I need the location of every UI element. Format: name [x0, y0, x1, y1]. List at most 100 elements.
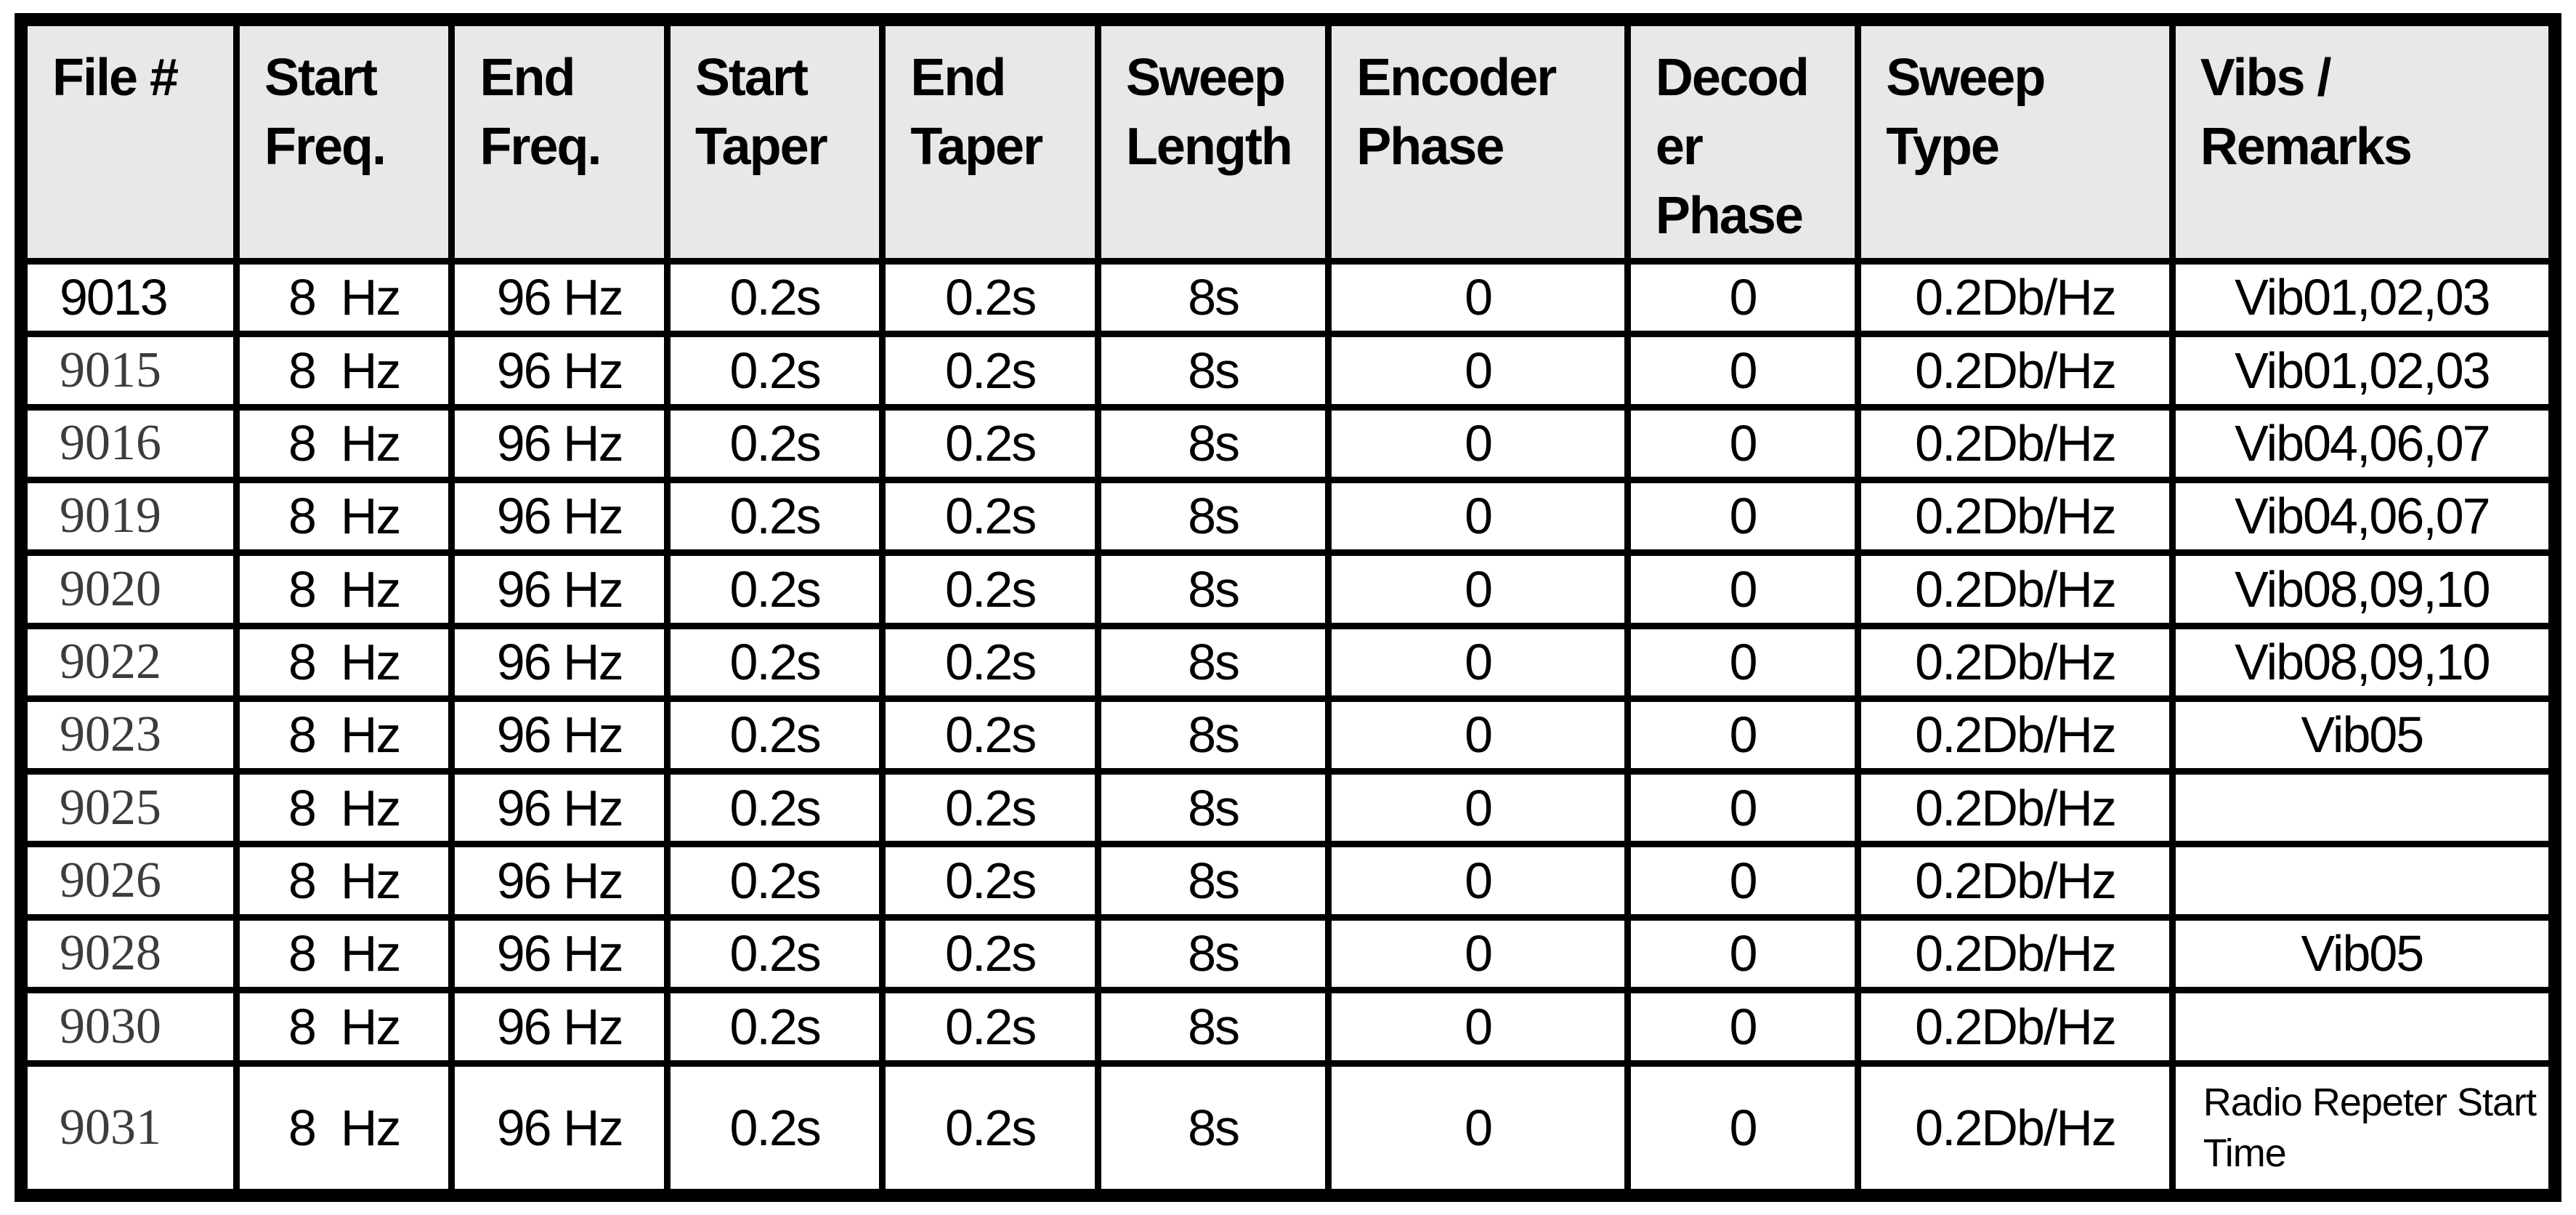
col-header-end-taper: End Taper [879, 16, 1101, 265]
cell-encoder-phase: 0 [1325, 476, 1631, 557]
cell-decoder-phase: 0 [1624, 695, 1862, 775]
cell-remarks: Vib08,09,10 [2168, 549, 2559, 629]
cell-sweep-length: 8s [1094, 841, 1332, 921]
cell-decoder-phase: 0 [1624, 549, 1862, 629]
cell-sweep-length: 8s [1094, 403, 1332, 483]
cell-start-freq: 8 Hz [232, 476, 455, 557]
table-row: 9025 8 Hz 96 Hz 0.2s 0.2s 8s 0 0 0.2Db/Hz [17, 768, 2559, 848]
table-header: File # Start Freq. End Freq. Start Taper… [17, 16, 2559, 265]
cell-start-taper: 0.2s [663, 622, 886, 702]
cell-remarks: Radio Repeter Start Time [2168, 1059, 2559, 1199]
cell-end-freq: 96 Hz [448, 913, 671, 994]
cell-end-freq: 96 Hz [448, 695, 671, 775]
col-header-end-freq: End Freq. [448, 16, 671, 265]
cell-decoder-phase: 0 [1624, 841, 1862, 921]
cell-encoder-phase: 0 [1325, 622, 1631, 702]
cell-sweep-length: 8s [1094, 622, 1332, 702]
cell-encoder-phase: 0 [1325, 841, 1631, 921]
cell-end-taper: 0.2s [879, 476, 1101, 557]
cell-file: 9030 [17, 987, 240, 1067]
cell-start-freq: 8 Hz [232, 841, 455, 921]
col-header-start-taper: Start Taper [663, 16, 886, 265]
cell-start-freq: 8 Hz [232, 258, 455, 338]
cell-start-taper: 0.2s [663, 258, 886, 338]
cell-start-taper: 0.2s [663, 913, 886, 994]
cell-end-taper: 0.2s [879, 258, 1101, 338]
cell-encoder-phase: 0 [1325, 695, 1631, 775]
cell-start-taper: 0.2s [663, 476, 886, 557]
cell-start-taper: 0.2s [663, 768, 886, 848]
cell-file: 9025 [17, 768, 240, 848]
col-header-vibs-remarks: Vibs / Remarks [2168, 16, 2559, 265]
cell-end-freq: 96 Hz [448, 549, 671, 629]
table-body: 9013 8 Hz 96 Hz 0.2s 0.2s 8s 0 0 0.2Db/Hz Vib01,0… [17, 258, 2559, 1199]
table-row: 9028 8 Hz 96 Hz 0.2s 0.2s 8s 0 0 0.2Db/Hz Vib05 [17, 913, 2559, 994]
col-header-start-freq: Start Freq. [232, 16, 455, 265]
cell-sweep-type: 0.2Db/Hz [1855, 695, 2176, 775]
cell-encoder-phase: 0 [1325, 768, 1631, 848]
table-row: 9020 8 Hz 96 Hz 0.2s 0.2s 8s 0 0 0.2Db/Hz Vib08,0… [17, 549, 2559, 629]
cell-remarks [2168, 768, 2559, 848]
cell-remarks: Vib05 [2168, 913, 2559, 994]
cell-sweep-length: 8s [1094, 331, 1332, 411]
cell-end-freq: 96 Hz [448, 1059, 671, 1199]
cell-end-taper: 0.2s [879, 622, 1101, 702]
cell-start-taper: 0.2s [663, 1059, 886, 1199]
table-row: 9026 8 Hz 96 Hz 0.2s 0.2s 8s 0 0 0.2Db/Hz [17, 841, 2559, 921]
cell-start-taper: 0.2s [663, 549, 886, 629]
cell-end-freq: 96 Hz [448, 768, 671, 848]
cell-end-taper: 0.2s [879, 987, 1101, 1067]
table-row: 9031 8 Hz 96 Hz 0.2s 0.2s 8s 0 0 0.2Db/Hz Radio R… [17, 1059, 2559, 1199]
cell-remarks [2168, 987, 2559, 1067]
cell-start-freq: 8 Hz [232, 331, 455, 411]
cell-start-taper: 0.2s [663, 841, 886, 921]
cell-sweep-length: 8s [1094, 258, 1332, 338]
cell-remarks: Vib01,02,03 [2168, 331, 2559, 411]
cell-start-freq: 8 Hz [232, 987, 455, 1067]
table-row: 9030 8 Hz 96 Hz 0.2s 0.2s 8s 0 0 0.2Db/Hz [17, 987, 2559, 1067]
sweep-parameters-table-wrap: File # Start Freq. End Freq. Start Taper… [15, 13, 2561, 1202]
cell-sweep-length: 8s [1094, 1059, 1332, 1199]
cell-end-taper: 0.2s [879, 1059, 1101, 1199]
cell-sweep-type: 0.2Db/Hz [1855, 476, 2176, 557]
cell-start-freq: 8 Hz [232, 403, 455, 483]
cell-end-freq: 96 Hz [448, 331, 671, 411]
cell-encoder-phase: 0 [1325, 987, 1631, 1067]
cell-sweep-type: 0.2Db/Hz [1855, 913, 2176, 994]
cell-sweep-length: 8s [1094, 476, 1332, 557]
cell-sweep-type: 0.2Db/Hz [1855, 987, 2176, 1067]
cell-decoder-phase: 0 [1624, 987, 1862, 1067]
cell-encoder-phase: 0 [1325, 331, 1631, 411]
cell-sweep-length: 8s [1094, 768, 1332, 848]
cell-start-freq: 8 Hz [232, 913, 455, 994]
cell-file: 9013 [17, 258, 240, 338]
cell-decoder-phase: 0 [1624, 331, 1862, 411]
cell-start-taper: 0.2s [663, 403, 886, 483]
table-row: 9013 8 Hz 96 Hz 0.2s 0.2s 8s 0 0 0.2Db/Hz Vib01,0… [17, 258, 2559, 338]
cell-file: 9020 [17, 549, 240, 629]
col-header-encoder-phase: Encoder Phase [1325, 16, 1631, 265]
cell-start-freq: 8 Hz [232, 549, 455, 629]
cell-end-freq: 96 Hz [448, 622, 671, 702]
cell-start-freq: 8 Hz [232, 695, 455, 775]
cell-sweep-type: 0.2Db/Hz [1855, 258, 2176, 338]
cell-start-freq: 8 Hz [232, 1059, 455, 1199]
cell-remarks: Vib01,02,03 [2168, 258, 2559, 338]
cell-sweep-type: 0.2Db/Hz [1855, 768, 2176, 848]
col-header-decoder-phase: Decod er Phase [1624, 16, 1862, 265]
cell-file: 9031 [17, 1059, 240, 1199]
cell-sweep-length: 8s [1094, 913, 1332, 994]
cell-sweep-length: 8s [1094, 549, 1332, 629]
cell-end-freq: 96 Hz [448, 841, 671, 921]
cell-end-taper: 0.2s [879, 403, 1101, 483]
cell-start-taper: 0.2s [663, 695, 886, 775]
cell-end-freq: 96 Hz [448, 987, 671, 1067]
cell-decoder-phase: 0 [1624, 403, 1862, 483]
cell-file: 9019 [17, 476, 240, 557]
table-row: 9015 8 Hz 96 Hz 0.2s 0.2s 8s 0 0 0.2Db/Hz Vib01,0… [17, 331, 2559, 411]
cell-decoder-phase: 0 [1624, 913, 1862, 994]
cell-start-taper: 0.2s [663, 331, 886, 411]
cell-file: 9026 [17, 841, 240, 921]
cell-end-taper: 0.2s [879, 913, 1101, 994]
